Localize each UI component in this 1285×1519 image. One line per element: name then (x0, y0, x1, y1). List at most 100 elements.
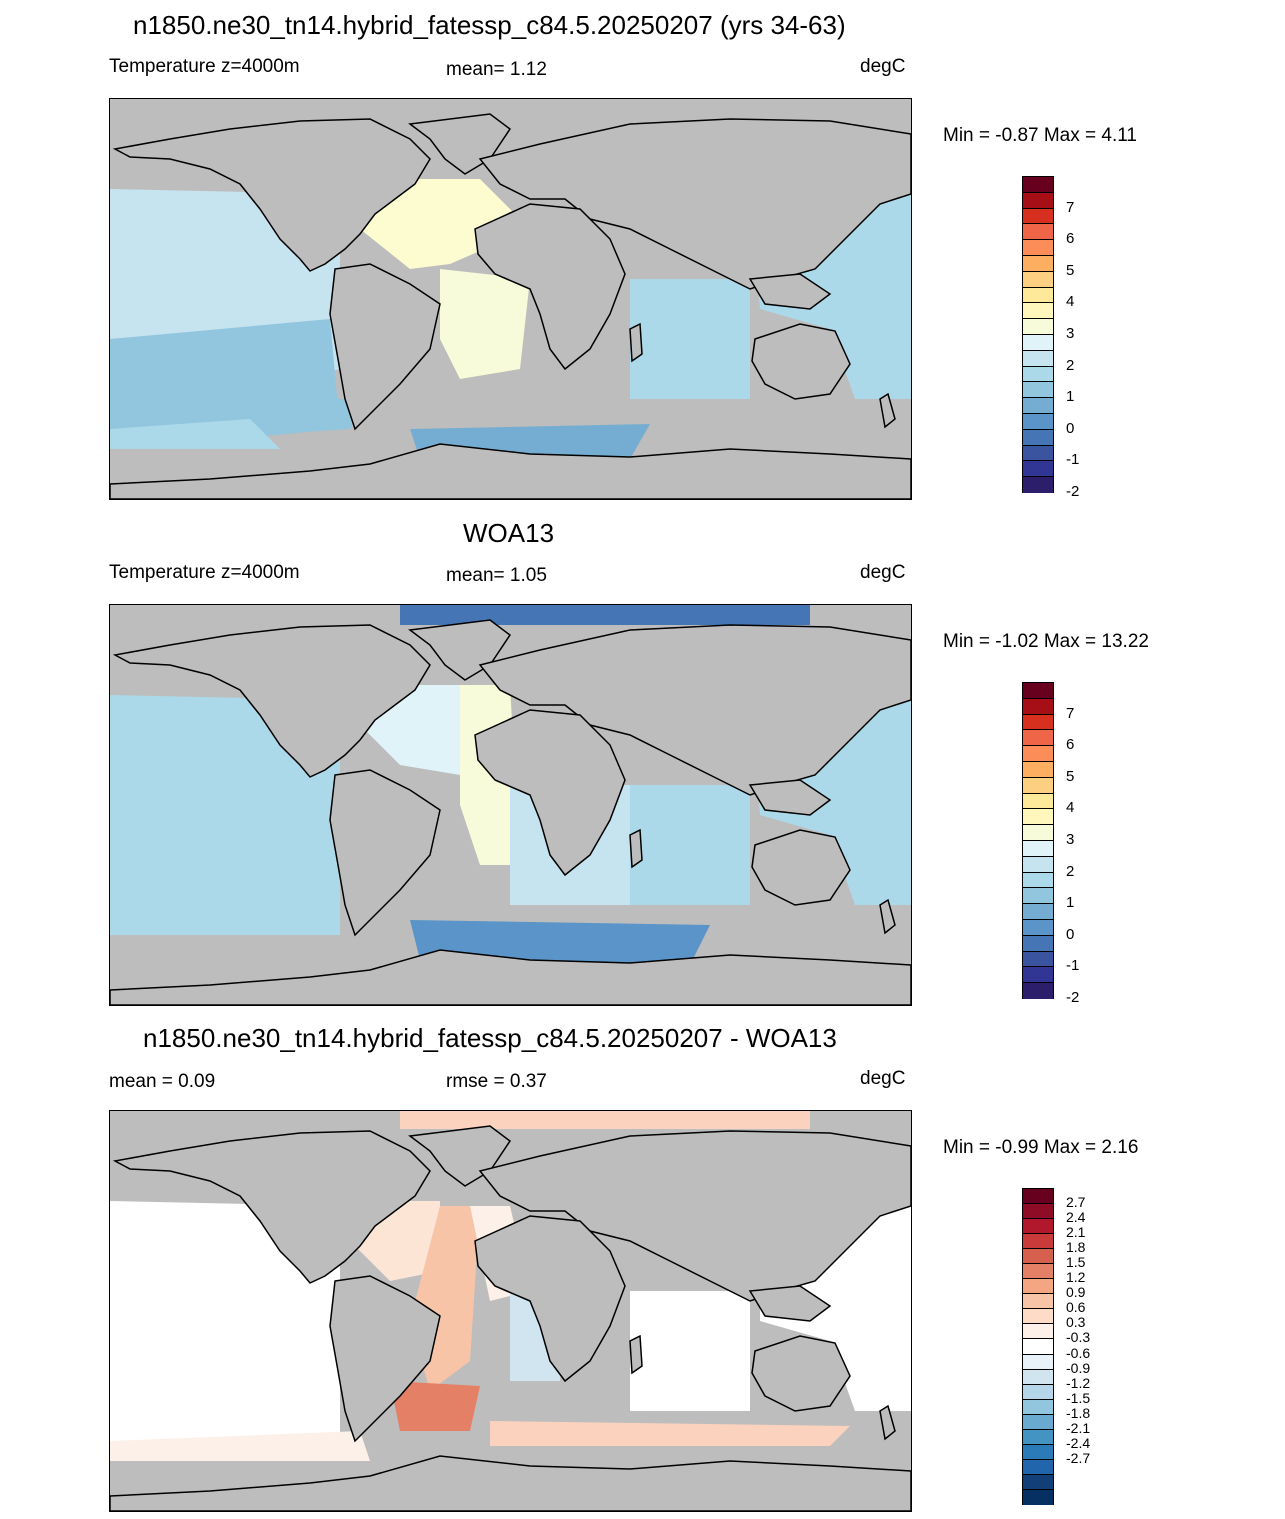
colorbar-box (1022, 934, 1054, 952)
colorbar-tick-label: -1.8 (1066, 1404, 1091, 1421)
ocean-region (440, 269, 530, 379)
colorbar-tick-label: 2.4 (1066, 1209, 1086, 1226)
colorbar-tick-label: -0.3 (1066, 1329, 1091, 1346)
colorbar-box (1022, 270, 1054, 288)
land-northAmerica (112, 118, 431, 272)
land-australia (751, 323, 851, 400)
colorbar-box (1022, 761, 1054, 778)
colorbar-box (1022, 397, 1054, 414)
land-nz (879, 898, 896, 935)
ocean-region (110, 419, 280, 449)
colorbar-box (1022, 1233, 1054, 1250)
colorbar-box (1022, 413, 1054, 430)
colorbar-tick-label: 7 (1066, 198, 1075, 216)
ocean-region (630, 1291, 750, 1411)
colorbar-box (1022, 334, 1054, 351)
colorbar-tick-label: 0.9 (1066, 1284, 1086, 1301)
land-antarctica (110, 949, 911, 1005)
units-label: degC (860, 1068, 906, 1089)
colorbar-box (1022, 1398, 1054, 1415)
colorbar-box (1022, 1278, 1054, 1295)
ocean-region (400, 1111, 810, 1129)
colorbar-box (1022, 1443, 1054, 1460)
colorbar-box (1022, 745, 1054, 762)
colorbar-tick-label: -2.7 (1066, 1449, 1091, 1466)
min-max-label: Min = -0.99 Max = 2.16 (943, 1137, 1139, 1158)
colorbar-box (1022, 302, 1054, 320)
colorbar-box (1022, 1428, 1054, 1445)
colorbar-box (1022, 1203, 1054, 1220)
colorbar-tick-label: -1 (1066, 451, 1080, 469)
land-africa (474, 1215, 626, 1383)
panel-title: WOA13 (463, 518, 555, 548)
colorbar-box (1022, 1218, 1054, 1235)
colorbar-tick-label: 2 (1066, 862, 1075, 880)
units-label: degC (860, 56, 906, 77)
colorbar-box (1022, 966, 1054, 984)
land-madagascar (629, 828, 643, 869)
colorbar-box (1022, 824, 1054, 841)
colorbar-box (1022, 428, 1054, 446)
colorbar-box (1022, 919, 1054, 936)
land-australia (751, 829, 851, 906)
colorbar-tick-label: -2 (1066, 483, 1080, 500)
ocean-region (400, 605, 810, 625)
land-madagascar (629, 1334, 643, 1375)
colorbar-tick-label: 4 (1066, 293, 1075, 311)
panel-title: n1850.ne30_tn14.hybrid_fatessp_c84.5.202… (143, 1023, 837, 1053)
colorbar-tick-label: -1.5 (1066, 1389, 1091, 1406)
land-indonesia (748, 273, 832, 310)
colorbar-box (1022, 887, 1054, 905)
mean-label: mean= 1.12 (446, 59, 547, 80)
colorbar-box (1022, 1323, 1054, 1340)
colorbar-tick-label: 6 (1066, 736, 1075, 754)
colorbar-box (1022, 255, 1054, 272)
colorbar-box (1022, 982, 1054, 999)
colorbar-box (1022, 729, 1054, 747)
map-panel (109, 98, 912, 500)
land-southAmerica (329, 769, 441, 937)
colorbar-tick-label: 2 (1066, 356, 1075, 374)
colorbar-box (1022, 840, 1054, 857)
colorbar-tick-label: 3 (1066, 831, 1075, 848)
ocean-field (110, 605, 911, 1005)
land-africa (474, 203, 626, 371)
colorbar-box (1022, 239, 1054, 256)
ocean-region (490, 1421, 850, 1446)
land-northAmerica (112, 624, 431, 778)
colorbar-tick-label: 5 (1066, 261, 1075, 279)
units-label: degC (860, 562, 906, 583)
colorbar-box (1022, 871, 1054, 889)
colorbar-box (1022, 808, 1054, 826)
colorbar-box (1022, 318, 1054, 335)
colorbar-box (1022, 682, 1054, 699)
panel-title: n1850.ne30_tn14.hybrid_fatessp_c84.5.202… (133, 10, 846, 40)
ocean-region (630, 279, 750, 399)
ocean-region (110, 1431, 370, 1461)
colorbar-box (1022, 1458, 1054, 1475)
mean-label: mean = 0.09 (109, 1071, 216, 1092)
colorbar-box (1022, 286, 1054, 304)
colorbar-tick-label: 5 (1066, 767, 1075, 785)
variable-label: Temperature z=4000m (109, 56, 300, 77)
map-panel (109, 1110, 912, 1512)
min-max-label: Min = -1.02 Max = 13.22 (943, 631, 1149, 652)
land-madagascar (629, 322, 643, 363)
colorbar-tick-label: 1 (1066, 894, 1075, 912)
colorbar-box (1022, 1308, 1054, 1325)
colorbar-tick-label: -2.4 (1066, 1434, 1091, 1451)
colorbar-tick-label: -0.6 (1066, 1344, 1091, 1361)
land-indonesia (748, 779, 832, 816)
colorbar-box (1022, 460, 1054, 478)
colorbar-box (1022, 1383, 1054, 1400)
colorbar-tick-label: 1 (1066, 388, 1075, 406)
colorbar-box (1022, 792, 1054, 810)
colorbar-tick-label: -1 (1066, 957, 1080, 975)
min-max-label: Min = -0.87 Max = 4.11 (943, 125, 1137, 146)
ocean-field (110, 99, 911, 499)
colorbar-tick-label: 1.2 (1066, 1269, 1086, 1286)
colorbar-box (1022, 365, 1054, 383)
colorbar-box (1022, 1263, 1054, 1280)
colorbar-box (1022, 381, 1054, 399)
colorbar-box (1022, 349, 1054, 367)
